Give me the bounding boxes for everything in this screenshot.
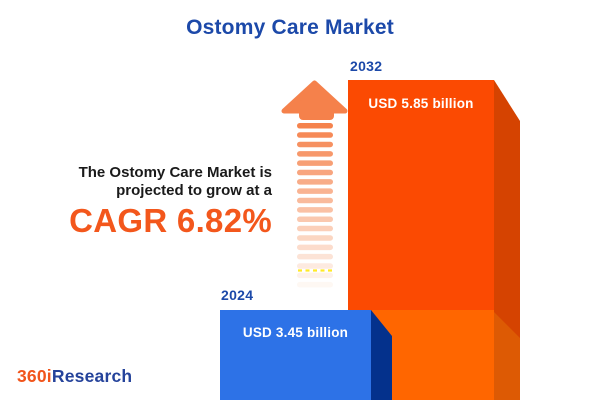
page-title: Ostomy Care Market: [186, 16, 394, 39]
growth-arrow-stripe: [297, 197, 333, 204]
growth-statement-line1: The Ostomy Care Market is: [78, 164, 272, 181]
cagr-value: CAGR 6.82%: [69, 202, 272, 239]
growth-arrow-stripe: [297, 207, 333, 213]
growth-arrow-stripe: [297, 188, 333, 194]
brand-logo: 360iResearch: [17, 366, 132, 387]
bar-2024: [220, 310, 392, 400]
bar-2024-side: [371, 310, 392, 400]
growth-arrow-stripe: [297, 179, 333, 185]
growth-arrow-stripe: [297, 169, 333, 176]
growth-statement: The Ostomy Care Market is projected to g…: [69, 164, 272, 239]
bar-2024-year-label: 2024: [221, 287, 254, 303]
growth-arrow-stripe: [297, 253, 333, 260]
growth-statement-line2: projected to grow at a: [116, 182, 272, 199]
bar-2032-value-label: USD 5.85 billion: [368, 96, 474, 111]
growth-arrow-stripe: [297, 216, 333, 222]
bar-2032-overlay-side: [494, 312, 520, 400]
growth-arrow-neck: [299, 100, 334, 120]
bar-2024-front: [220, 310, 371, 400]
growth-arrow-stripe: [297, 151, 333, 157]
growth-arrow-stripe: [297, 123, 333, 129]
growth-arrow-stripe: [297, 132, 333, 138]
growth-arrow-stripe: [297, 244, 333, 251]
bar-2024-value-label: USD 3.45 billion: [242, 325, 349, 340]
growth-arrow-stripe: [297, 235, 333, 241]
growth-arrow-stripes: [297, 123, 333, 288]
growth-arrow-stripe: [297, 225, 333, 232]
brand-logo-prefix: 360i: [17, 366, 52, 386]
growth-arrow-stripe: [297, 272, 333, 279]
bar-2032-year-label: 2032: [350, 58, 383, 74]
brand-logo-suffix: Research: [51, 366, 133, 386]
growth-arrow-stripe: [297, 160, 333, 166]
growth-arrow-stripe: [297, 263, 333, 269]
growth-arrow-icon: [281, 80, 348, 288]
growth-arrow-stripe: [297, 281, 333, 288]
growth-arrow-stripe: [297, 141, 333, 148]
